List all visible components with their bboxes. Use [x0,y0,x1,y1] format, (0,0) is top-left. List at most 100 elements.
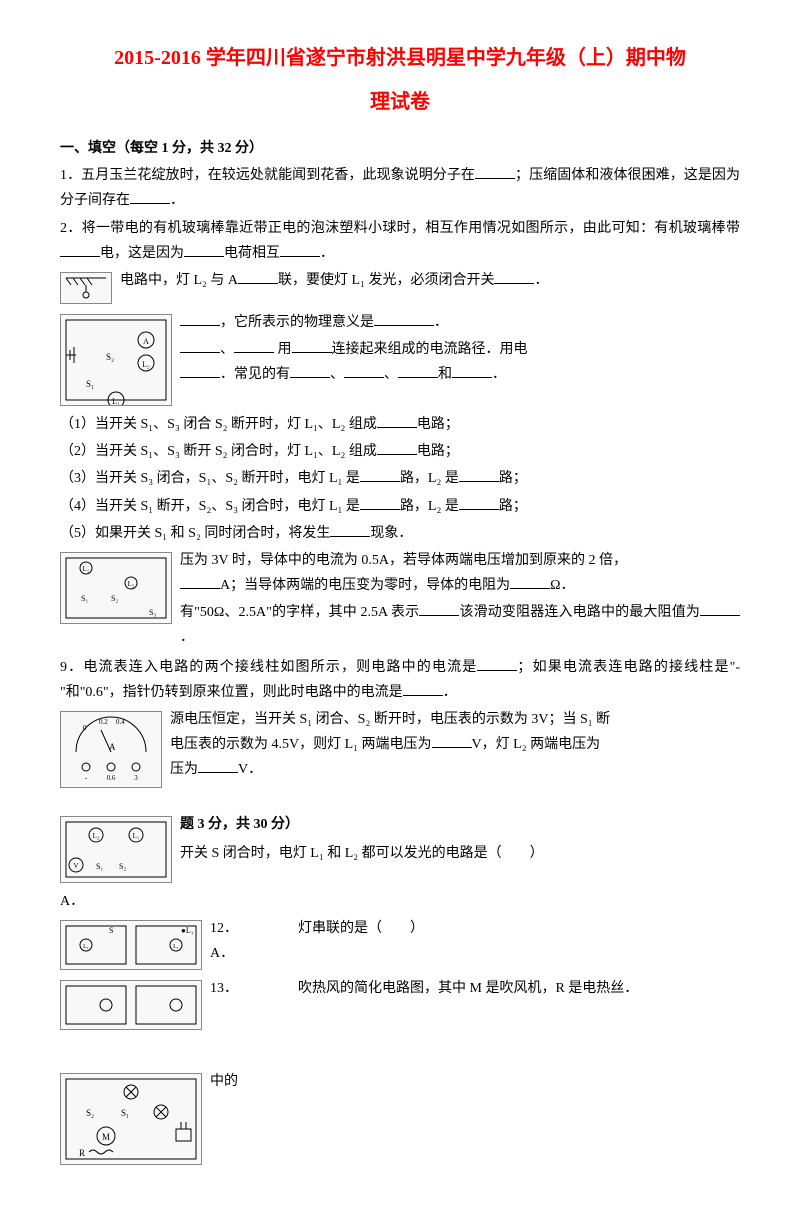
q4-a: ，它所表示的物理意义是 [220,315,374,330]
q10-b-mid: V，灯 L₂ 两端电压为 [472,737,601,752]
circuit-diagram-icon [60,272,112,304]
q10-a: 源电压恒定，当开关 S₁ 闭合、S₂ 断开时，电压表的示数为 3V；当 S₁ 断 [170,712,610,727]
q3-end: ． [534,273,548,288]
circuit-diagram-5-icon: S₂S₁ M R [60,1073,202,1165]
blank [292,338,332,353]
q9-text: 9．电流表连入电路的两个接线柱如图所示，则电路中的电流是 [60,660,477,675]
svg-text:L₁: L₁ [173,944,179,950]
q13-text: 吹热风的简化电路图，其中 M 是吹风机，R 是电热丝． [298,981,638,996]
question-9: 9．电流表连入电路的两个接线柱如图所示，则电路中的电流是；如果电流表连电路的接线… [60,655,740,705]
blank [377,440,417,455]
section1-header: 一、填空（每空 1 分，共 32 分） [60,136,740,161]
q2-mid2: 电荷相互 [224,246,280,261]
q5-b: 用 [274,342,292,357]
circuit-option-2-icon [60,980,202,1030]
svg-text:0: 0 [83,724,87,732]
q6-4-end: 路； [499,499,527,514]
blank [403,681,443,696]
q6-2-end: 电路； [417,444,459,459]
q3-a: 电路中，灯 L₂ 与 A [120,273,238,288]
svg-text:L₁: L₁ [83,565,90,573]
q7-b: A；当导体两端的电压变为零时，导体的电阻为 [220,578,510,593]
q8-a: 有"50Ω、2.5A"的字样，其中 2.5A 表示 [180,605,419,620]
svg-text:S₂: S₂ [106,352,114,362]
blank [459,495,499,510]
q1-end: ． [170,193,184,208]
svg-text:V: V [73,862,78,870]
exam-title-line2: 理试卷 [60,84,740,120]
svg-text:0.2: 0.2 [99,718,108,726]
blank [477,656,517,671]
blank [238,269,278,284]
q12-a: 12． [210,921,238,936]
svg-text:L₂: L₂ [128,580,135,588]
q8-end: ． [180,630,194,645]
q5-a: 、 [220,342,234,357]
q6-5-text: （5）如果开关 S₁ 和 S₂ 同时闭合时，将发生 [60,526,330,541]
q11-text: 开关 S 闭合时，电灯 L₁ 和 L₂ 都可以发光的电路是（ ） [180,846,544,861]
q6-3-mid: 路，L₂ 是 [400,471,459,486]
q9-end: ． [443,685,457,700]
blank [700,601,740,616]
question-6-2: （2）当开关 S₁、S₃ 断开 S₂ 闭合时，灯 L₁、L₂ 组成 电路； [60,439,740,464]
svg-text:S₁: S₁ [86,379,94,389]
q6-4-mid: 路，L₂ 是 [400,499,459,514]
svg-text:S₂: S₂ [111,594,118,603]
svg-text:S₁: S₁ [96,862,103,871]
svg-text:L₂: L₂ [142,360,150,369]
blank [184,242,224,257]
circuit-diagram-3-icon: L₁ L₂ S₁S₂ S₃ [60,552,172,624]
blank [360,495,400,510]
svg-text:L₂: L₂ [93,832,100,840]
q10-c: 压为 [170,762,198,777]
ammeter-diagram-icon: 00.20.4 A - 0.6 3 [60,711,162,788]
circuit-option-icon: L₁ S L₁ ●L₁ [60,920,202,970]
svg-text:L₁: L₁ [112,397,120,405]
q2-mid: 电，这是因为 [100,246,184,261]
q4-end: ． [434,315,448,330]
blank [60,242,100,257]
q6-1-text: （1）当开关 S₁、S₃ 闭合 S₂ 断开时，灯 L₁、L₂ 组成 [60,417,377,432]
blank [510,574,550,589]
q5-f: 、 [384,367,398,382]
q8-b: 该滑动变阻器连入电路中的最大阻值为 [459,605,700,620]
svg-text:●L₁: ●L₁ [181,926,194,935]
q5-d: ．常见的有 [220,367,290,382]
svg-text:3: 3 [134,774,138,782]
blank [419,601,459,616]
svg-text:L₁: L₁ [83,944,89,950]
q6-3-text: （3）当开关 S₃ 闭合，S₁、S₂ 断开时，电灯 L₁ 是 [60,471,360,486]
blank [234,338,274,353]
blank [344,363,384,378]
q12-a2: A． [210,946,234,961]
q2-end: ． [320,246,334,261]
q5-e: 、 [330,367,344,382]
svg-text:0.4: 0.4 [116,718,125,726]
q6-2-text: （2）当开关 S₁、S₃ 断开 S₂ 闭合时，灯 L₁、L₂ 组成 [60,444,377,459]
q13-num: 13． [210,981,238,996]
exam-title-line1: 2015-2016 学年四川省遂宁市射洪县明星中学九年级（上）期中物 [60,40,740,76]
svg-text:R: R [79,1148,85,1158]
blank [180,363,220,378]
blank [180,574,220,589]
q6-5-end: 现象． [370,526,412,541]
svg-text:S₁: S₁ [81,594,88,603]
blank [475,164,515,179]
blank [280,242,320,257]
blank [330,522,370,537]
blank [459,467,499,482]
q7-a: 压为 3V 时，导体中的电流为 0.5A，若导体两端电压增加到原来的 2 倍， [180,553,627,568]
blank [452,363,492,378]
q5-end: ． [492,367,506,382]
blank [180,338,220,353]
svg-text:S₂: S₂ [119,862,126,871]
blank [374,311,434,326]
svg-text:L₁: L₁ [133,832,140,840]
svg-text:A: A [143,337,149,346]
svg-text:M: M [102,1132,110,1142]
circuit-diagram-2-icon: A S₂ L₂ S₁ L₁ [60,314,172,406]
svg-text:S₂: S₂ [86,1108,94,1118]
question-10: 源电压恒定，当开关 S₁ 闭合、S₂ 断开时，电压表的示数为 3V；当 S₁ 断… [60,707,740,783]
q3-b: 联，要使灯 L₁ 发光，必须闭合开关 [278,273,494,288]
q7-b-end: Ω． [550,578,574,593]
